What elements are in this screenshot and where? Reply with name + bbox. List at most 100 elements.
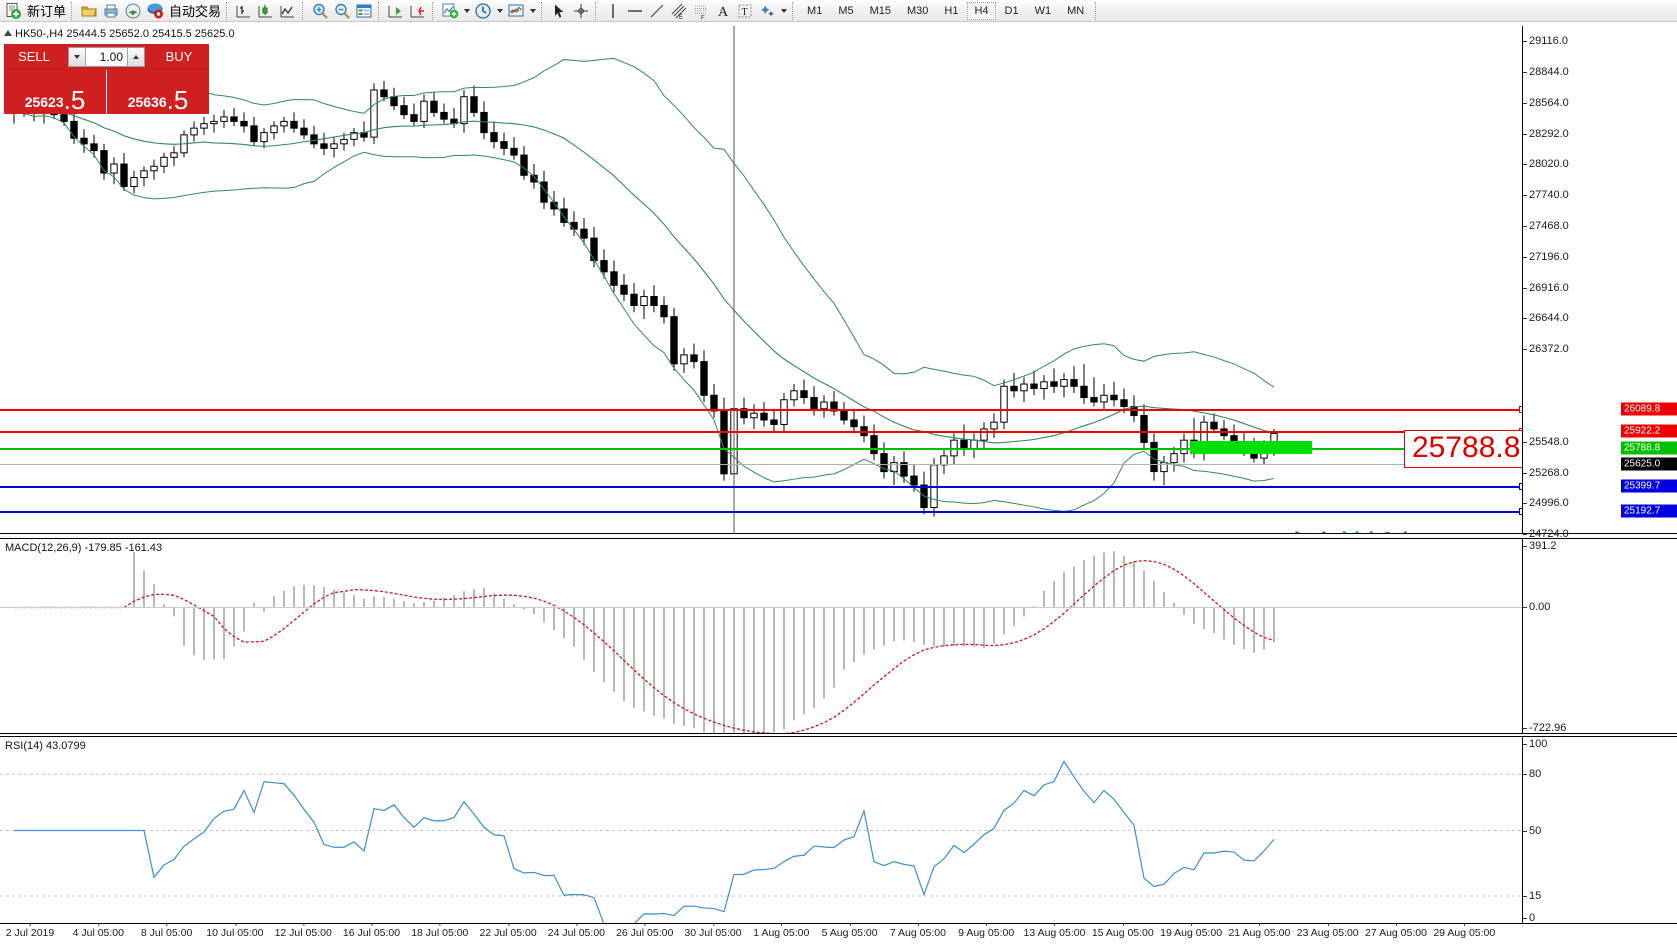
signal-button[interactable]: [122, 1, 144, 21]
macd-tick: 0.00: [1522, 601, 1551, 614]
time-axis[interactable]: 2 Jul 2019 4 Jul 05:00 8 Jul 05:00 10 Jul 0…: [0, 923, 1677, 947]
timeframe-m15[interactable]: M15: [869, 4, 891, 17]
svg-text:T: T: [742, 7, 748, 18]
crosshair-button[interactable]: [570, 1, 592, 21]
macd-pane[interactable]: 391.2 0.00 -722.96 MACD(12,26,9) -179.85 -…: [0, 538, 1677, 734]
timeframe-d1[interactable]: D1: [1004, 4, 1019, 17]
time-tick: 8 Jul 05:00: [140, 923, 193, 939]
printer-button[interactable]: [100, 1, 122, 21]
chart-workspace[interactable]: 25788.8 多空转折点 29116.0 28844.0 28564.0 28292…: [0, 22, 1677, 947]
macd-tick: -722.96: [1522, 722, 1567, 734]
volume-value[interactable]: 1.00: [99, 50, 123, 64]
indicators-icon: [441, 2, 459, 20]
level-line-stroke: [0, 486, 1522, 488]
rsi-canvas: [0, 760, 1522, 923]
rsi-plot[interactable]: [0, 737, 1522, 923]
equidistant-channel-button[interactable]: E: [668, 1, 690, 21]
time-tick: 19 Aug 05:00: [1160, 923, 1223, 939]
buy-price-button[interactable]: 25636.5: [107, 70, 209, 114]
text-label-icon: T: [736, 2, 754, 20]
trend-line-icon: [648, 2, 666, 20]
volume-stepper[interactable]: 1.00: [68, 47, 145, 67]
templates-button[interactable]: [505, 1, 538, 21]
sell-price-main: 25623: [24, 94, 64, 110]
candlestick-chart-button[interactable]: [255, 1, 277, 21]
chart-shift-icon: [409, 2, 427, 20]
trend-line-button[interactable]: [646, 1, 668, 21]
zoom-out-icon: [333, 2, 351, 20]
bar-chart-button[interactable]: [233, 1, 255, 21]
buy-button[interactable]: BUY: [149, 44, 209, 70]
chart-shift-button[interactable]: [407, 1, 429, 21]
time-tick: 5 Aug 05:00: [821, 923, 878, 939]
horizontal-line-button[interactable]: [624, 1, 646, 21]
timeframe-m1[interactable]: M1: [807, 4, 823, 17]
periods-button[interactable]: [472, 1, 505, 21]
data-window-button[interactable]: [353, 1, 375, 21]
rsi-pane[interactable]: 100 80 50 15 0 RSI(14) 43.0799: [0, 736, 1677, 924]
price-tag-support-1[interactable]: 25399.7: [1621, 479, 1677, 493]
indicators-button[interactable]: [439, 1, 472, 21]
price-tick: 25548.0: [1523, 435, 1569, 448]
vertical-line-button[interactable]: [602, 1, 624, 21]
price-tag-support-2[interactable]: 25192.7: [1621, 504, 1677, 518]
level-line-handle[interactable]: [1519, 406, 1522, 413]
price-axis[interactable]: 29116.0 28844.0 28564.0 28292.0 28020.0 27740…: [1522, 26, 1677, 540]
text-button[interactable]: A: [712, 1, 734, 21]
sell-button[interactable]: SELL: [4, 44, 64, 70]
rsi-axis[interactable]: 100 80 50 15 0: [1522, 737, 1677, 924]
collapse-triangle-icon[interactable]: [4, 30, 12, 36]
timeframe-m30[interactable]: M30: [907, 4, 929, 17]
sell-price-button[interactable]: 25623.5: [4, 70, 107, 114]
price-tag-resistance-2[interactable]: 25922.2: [1621, 424, 1677, 438]
macd-plot[interactable]: [0, 539, 1522, 733]
price-tag-pivot-green[interactable]: 25788.8: [1621, 441, 1677, 455]
time-tick: 9 Aug 05:00: [958, 923, 1015, 939]
new-order-button[interactable]: 新订单: [2, 1, 68, 21]
chevron-down-icon[interactable]: [464, 8, 471, 13]
symbol-title: HK50-,H4 25444.5 25652.0 25415.5 25625.0: [4, 28, 235, 40]
timeframe-m5[interactable]: M5: [838, 4, 854, 17]
macd-axis[interactable]: 391.2 0.00 -722.96: [1522, 539, 1677, 734]
price-tag-resistance-1[interactable]: 26089.8: [1621, 402, 1677, 416]
level-line-handle[interactable]: [1519, 483, 1522, 490]
time-tick: 21 Aug 05:00: [1228, 923, 1291, 939]
trade-panel-price-row: 25623.5 25636.5: [4, 70, 209, 114]
text-label-button[interactable]: T: [734, 1, 756, 21]
time-tick: 24 Jul 05:00: [547, 923, 605, 939]
chevron-down-icon[interactable]: [530, 8, 537, 13]
zoom-out-button[interactable]: [331, 1, 353, 21]
signal-icon: [124, 2, 142, 20]
price-pane[interactable]: 25788.8 多空转折点 29116.0 28844.0 28564.0 28292…: [0, 26, 1677, 540]
one-click-trading-panel[interactable]: SELL 1.00 BUY 25623.5: [4, 44, 209, 114]
vertical-line-icon: [604, 2, 622, 20]
price-plot[interactable]: 25788.8 多空转折点: [0, 26, 1522, 533]
cursor-icon: [550, 2, 568, 20]
zoom-in-button[interactable]: [309, 1, 331, 21]
new-order-icon: [4, 2, 22, 20]
line-chart-button[interactable]: [277, 1, 299, 21]
cursor-button[interactable]: [548, 1, 570, 21]
objects-button[interactable]: [756, 1, 789, 21]
objects-icon: [758, 2, 776, 20]
autotrade-button[interactable]: 自动交易: [144, 1, 223, 21]
chevron-down-icon[interactable]: [497, 8, 504, 13]
fibonacci-button[interactable]: F: [690, 1, 712, 21]
rsi-title: RSI(14) 43.0799: [5, 740, 86, 752]
timeframe-h4[interactable]: H4: [967, 1, 996, 20]
toolbar-separator: [378, 1, 382, 20]
auto-scroll-icon: [387, 2, 405, 20]
pivot-highlight-box[interactable]: [1190, 441, 1312, 454]
volume-decrease-button[interactable]: [69, 48, 86, 66]
level-line-handle[interactable]: [1519, 508, 1522, 515]
timeframe-mn[interactable]: MN: [1067, 4, 1085, 17]
folder-button[interactable]: [78, 1, 100, 21]
level-line-stroke: [0, 431, 1522, 433]
auto-scroll-button[interactable]: [385, 1, 407, 21]
volume-increase-button[interactable]: [127, 48, 144, 66]
chevron-down-icon[interactable]: [781, 8, 788, 13]
timeframe-h1[interactable]: H1: [944, 4, 959, 17]
timeframe-w1[interactable]: W1: [1034, 4, 1052, 17]
crosshair-icon: [572, 2, 590, 20]
text-icon: A: [714, 2, 732, 20]
